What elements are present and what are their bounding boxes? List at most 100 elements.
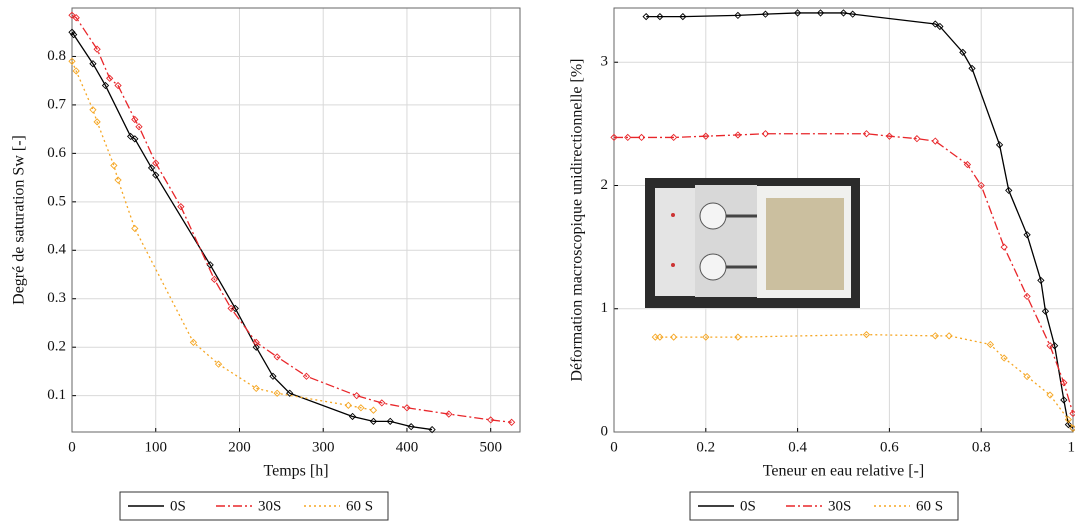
x-tick-label: 400	[396, 439, 419, 455]
marker	[110, 161, 118, 170]
marker	[369, 417, 378, 425]
marker	[968, 64, 976, 73]
series-line	[646, 12, 1074, 429]
marker	[357, 404, 365, 412]
legend-label: 0S	[740, 498, 756, 514]
y-tick-label: 0	[601, 423, 609, 439]
marker	[931, 20, 939, 28]
marker	[1046, 391, 1054, 399]
series	[68, 11, 516, 426]
marker	[1037, 276, 1045, 285]
marker	[1005, 186, 1013, 195]
marker	[93, 45, 101, 53]
marker	[1064, 420, 1073, 429]
marker	[177, 203, 185, 211]
marker	[1060, 379, 1068, 387]
marker	[679, 12, 687, 21]
marker	[273, 353, 281, 361]
marker	[1064, 416, 1073, 424]
series	[68, 57, 378, 414]
marker	[913, 135, 921, 143]
marker	[624, 133, 632, 142]
marker	[252, 343, 260, 351]
marker	[839, 9, 848, 17]
y-axis-label: Déformation macroscopique unidirectionne…	[569, 59, 586, 382]
x-tick-label: 0.6	[880, 439, 899, 455]
legend-label: 60 S	[346, 498, 373, 514]
marker	[252, 338, 260, 346]
series-line	[655, 333, 1074, 429]
marker	[286, 389, 294, 397]
marker	[995, 141, 1004, 149]
axes-frame	[71, 7, 521, 433]
marker	[862, 330, 871, 339]
marker	[734, 333, 742, 341]
marker	[959, 48, 967, 57]
marker	[761, 130, 770, 138]
x-tick-label: 0.2	[696, 439, 715, 455]
legend-label: 30S	[258, 498, 281, 514]
plot: 0.1 0.2 0.3 0.4 0.5 0.6 0.7 0.8 0 100 200 300 400 500…	[11, 7, 521, 521]
x-tick-label: 0.8	[972, 439, 991, 455]
marker	[702, 333, 710, 341]
photo-dot	[671, 263, 675, 267]
marker	[126, 132, 135, 141]
y-tick-label: 2	[601, 177, 609, 193]
legend-label: 30S	[828, 498, 851, 514]
marker	[1069, 424, 1075, 432]
marker	[68, 57, 76, 65]
marker	[931, 332, 939, 340]
series	[651, 330, 1075, 432]
series-line	[71, 61, 374, 411]
legend: 0S 30S 60 S	[119, 491, 389, 521]
photo-gauge	[699, 253, 727, 281]
axes-frame	[613, 7, 1074, 433]
x-tick-label: 100	[144, 439, 167, 455]
x-tick-label: 300	[312, 439, 335, 455]
marker	[353, 392, 361, 400]
marker	[1000, 354, 1008, 362]
marker	[507, 418, 516, 426]
y-tick-label: 0.4	[47, 242, 66, 258]
marker	[72, 67, 80, 75]
marker	[386, 417, 394, 425]
marker	[135, 123, 143, 131]
legend-frame	[119, 491, 389, 521]
series	[68, 28, 436, 434]
marker	[761, 10, 770, 18]
x-tick-label: 200	[228, 439, 251, 455]
marker	[656, 12, 664, 21]
y-tick-label: 0.7	[47, 96, 66, 112]
marker	[885, 132, 894, 140]
marker	[403, 404, 411, 412]
marker	[214, 360, 223, 368]
marker	[734, 131, 742, 139]
y-tick-label: 0.1	[47, 387, 66, 403]
marker	[1060, 396, 1068, 404]
marker	[114, 81, 122, 90]
photo-panel	[655, 188, 695, 296]
marker	[849, 10, 857, 18]
marker	[189, 338, 198, 346]
marker	[206, 261, 214, 269]
marker	[210, 275, 218, 283]
marker	[1023, 231, 1031, 239]
legend-label: 60 S	[916, 498, 943, 514]
series-line	[614, 133, 1074, 414]
marker	[936, 22, 944, 31]
marker	[131, 135, 139, 143]
marker	[68, 11, 76, 19]
marker	[93, 118, 101, 126]
marker	[963, 160, 972, 169]
y-axis-label: Degré de saturation Sw [-]	[11, 135, 28, 305]
marker	[670, 133, 678, 142]
photo-dot	[671, 213, 675, 217]
legend: 0S 30S 60 S	[689, 491, 959, 521]
marker	[428, 425, 436, 434]
marker	[445, 410, 453, 418]
marker	[670, 333, 678, 341]
marker	[1046, 342, 1054, 350]
legend-frame	[689, 491, 959, 521]
photo-gauge-holder	[695, 185, 757, 297]
